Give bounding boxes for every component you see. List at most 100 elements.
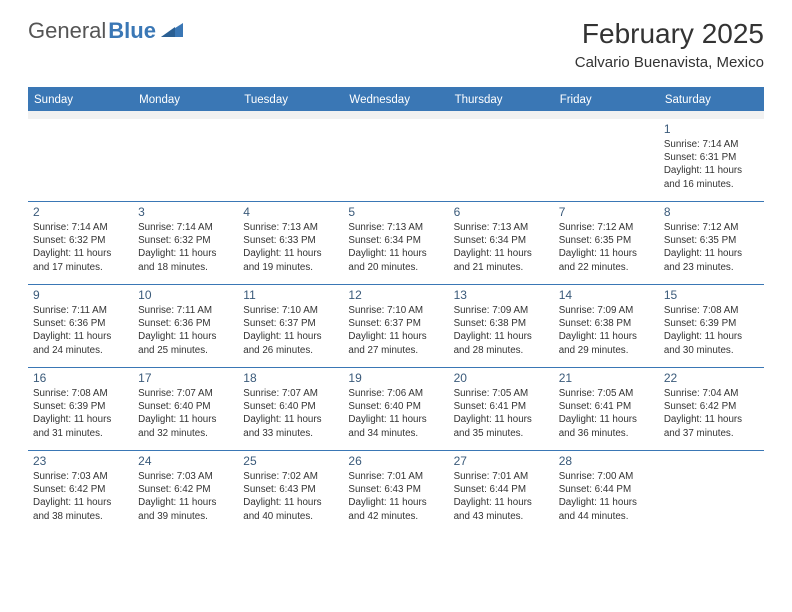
day-number: 1 bbox=[664, 122, 759, 136]
day-detail-sunset: Sunset: 6:41 PM bbox=[559, 400, 654, 413]
day-number: 24 bbox=[138, 454, 233, 468]
day-number: 8 bbox=[664, 205, 759, 219]
day-detail-sunset: Sunset: 6:36 PM bbox=[138, 317, 233, 330]
day-cell: 14Sunrise: 7:09 AMSunset: 6:38 PMDayligh… bbox=[554, 285, 659, 367]
day-detail-d1: Daylight: 11 hours bbox=[664, 413, 759, 426]
day-detail-sunrise: Sunrise: 7:11 AM bbox=[33, 304, 128, 317]
day-number: 6 bbox=[454, 205, 549, 219]
day-cell: 7Sunrise: 7:12 AMSunset: 6:35 PMDaylight… bbox=[554, 202, 659, 284]
day-detail-d2: and 18 minutes. bbox=[138, 261, 233, 274]
weekday-header: Sunday bbox=[28, 89, 133, 111]
day-detail-sunset: Sunset: 6:38 PM bbox=[454, 317, 549, 330]
day-number: 19 bbox=[348, 371, 443, 385]
day-detail-sunrise: Sunrise: 7:13 AM bbox=[454, 221, 549, 234]
day-detail-sunset: Sunset: 6:40 PM bbox=[243, 400, 338, 413]
day-detail-d1: Daylight: 11 hours bbox=[138, 413, 233, 426]
day-detail-sunset: Sunset: 6:36 PM bbox=[33, 317, 128, 330]
day-detail-sunrise: Sunrise: 7:13 AM bbox=[348, 221, 443, 234]
day-detail-sunset: Sunset: 6:32 PM bbox=[33, 234, 128, 247]
day-detail-d1: Daylight: 11 hours bbox=[664, 330, 759, 343]
day-detail-d1: Daylight: 11 hours bbox=[348, 413, 443, 426]
day-detail-d1: Daylight: 11 hours bbox=[559, 413, 654, 426]
day-cell bbox=[133, 119, 238, 201]
day-detail-sunset: Sunset: 6:33 PM bbox=[243, 234, 338, 247]
day-cell bbox=[659, 451, 764, 533]
calendar: SundayMondayTuesdayWednesdayThursdayFrid… bbox=[28, 87, 764, 533]
day-detail-sunset: Sunset: 6:42 PM bbox=[664, 400, 759, 413]
week-row: 16Sunrise: 7:08 AMSunset: 6:39 PMDayligh… bbox=[28, 367, 764, 450]
day-detail-d1: Daylight: 11 hours bbox=[243, 247, 338, 260]
day-detail-sunset: Sunset: 6:39 PM bbox=[664, 317, 759, 330]
day-detail-d1: Daylight: 11 hours bbox=[559, 247, 654, 260]
day-detail-d2: and 28 minutes. bbox=[454, 344, 549, 357]
day-cell: 27Sunrise: 7:01 AMSunset: 6:44 PMDayligh… bbox=[449, 451, 554, 533]
day-detail-sunrise: Sunrise: 7:11 AM bbox=[138, 304, 233, 317]
day-detail-d2: and 44 minutes. bbox=[559, 510, 654, 523]
day-detail-sunset: Sunset: 6:35 PM bbox=[664, 234, 759, 247]
logo: General Blue bbox=[28, 18, 183, 44]
day-detail-d1: Daylight: 11 hours bbox=[138, 247, 233, 260]
day-detail-sunrise: Sunrise: 7:12 AM bbox=[559, 221, 654, 234]
day-detail-sunset: Sunset: 6:41 PM bbox=[454, 400, 549, 413]
day-detail-d2: and 25 minutes. bbox=[138, 344, 233, 357]
day-detail-d1: Daylight: 11 hours bbox=[454, 496, 549, 509]
logo-word-2: Blue bbox=[108, 18, 156, 44]
day-detail-d2: and 19 minutes. bbox=[243, 261, 338, 274]
day-number: 20 bbox=[454, 371, 549, 385]
day-cell: 3Sunrise: 7:14 AMSunset: 6:32 PMDaylight… bbox=[133, 202, 238, 284]
day-detail-sunrise: Sunrise: 7:00 AM bbox=[559, 470, 654, 483]
day-detail-d2: and 39 minutes. bbox=[138, 510, 233, 523]
day-detail-sunset: Sunset: 6:42 PM bbox=[33, 483, 128, 496]
day-detail-d2: and 35 minutes. bbox=[454, 427, 549, 440]
day-detail-sunset: Sunset: 6:38 PM bbox=[559, 317, 654, 330]
day-number: 10 bbox=[138, 288, 233, 302]
day-detail-sunset: Sunset: 6:35 PM bbox=[559, 234, 654, 247]
day-detail-d2: and 27 minutes. bbox=[348, 344, 443, 357]
day-detail-d2: and 43 minutes. bbox=[454, 510, 549, 523]
day-detail-sunset: Sunset: 6:42 PM bbox=[138, 483, 233, 496]
day-detail-d2: and 17 minutes. bbox=[33, 261, 128, 274]
day-cell: 16Sunrise: 7:08 AMSunset: 6:39 PMDayligh… bbox=[28, 368, 133, 450]
day-detail-d1: Daylight: 11 hours bbox=[664, 164, 759, 177]
day-cell: 28Sunrise: 7:00 AMSunset: 6:44 PMDayligh… bbox=[554, 451, 659, 533]
day-detail-d1: Daylight: 11 hours bbox=[559, 496, 654, 509]
day-detail-d2: and 21 minutes. bbox=[454, 261, 549, 274]
day-cell bbox=[449, 119, 554, 201]
day-detail-d1: Daylight: 11 hours bbox=[138, 330, 233, 343]
day-number: 22 bbox=[664, 371, 759, 385]
day-detail-d2: and 42 minutes. bbox=[348, 510, 443, 523]
day-detail-d1: Daylight: 11 hours bbox=[348, 496, 443, 509]
weekday-row: SundayMondayTuesdayWednesdayThursdayFrid… bbox=[28, 89, 764, 111]
week-row: 9Sunrise: 7:11 AMSunset: 6:36 PMDaylight… bbox=[28, 284, 764, 367]
day-detail-sunset: Sunset: 6:37 PM bbox=[243, 317, 338, 330]
day-detail-sunrise: Sunrise: 7:04 AM bbox=[664, 387, 759, 400]
weekday-header: Wednesday bbox=[343, 89, 448, 111]
day-detail-sunrise: Sunrise: 7:14 AM bbox=[138, 221, 233, 234]
day-detail-d2: and 31 minutes. bbox=[33, 427, 128, 440]
day-detail-sunrise: Sunrise: 7:09 AM bbox=[559, 304, 654, 317]
week-row: 2Sunrise: 7:14 AMSunset: 6:32 PMDaylight… bbox=[28, 201, 764, 284]
day-cell: 25Sunrise: 7:02 AMSunset: 6:43 PMDayligh… bbox=[238, 451, 343, 533]
weekday-header: Monday bbox=[133, 89, 238, 111]
day-detail-sunrise: Sunrise: 7:05 AM bbox=[454, 387, 549, 400]
day-number: 11 bbox=[243, 288, 338, 302]
day-detail-d2: and 24 minutes. bbox=[33, 344, 128, 357]
day-detail-d1: Daylight: 11 hours bbox=[33, 413, 128, 426]
day-detail-d1: Daylight: 11 hours bbox=[33, 330, 128, 343]
month-title: February 2025 bbox=[575, 18, 764, 50]
day-detail-d2: and 32 minutes. bbox=[138, 427, 233, 440]
day-detail-sunset: Sunset: 6:34 PM bbox=[348, 234, 443, 247]
day-cell: 26Sunrise: 7:01 AMSunset: 6:43 PMDayligh… bbox=[343, 451, 448, 533]
week-row: 1Sunrise: 7:14 AMSunset: 6:31 PMDaylight… bbox=[28, 119, 764, 201]
day-cell: 8Sunrise: 7:12 AMSunset: 6:35 PMDaylight… bbox=[659, 202, 764, 284]
day-cell: 11Sunrise: 7:10 AMSunset: 6:37 PMDayligh… bbox=[238, 285, 343, 367]
day-detail-d1: Daylight: 11 hours bbox=[243, 413, 338, 426]
title-block: February 2025 Calvario Buenavista, Mexic… bbox=[575, 18, 764, 71]
location-label: Calvario Buenavista, Mexico bbox=[575, 54, 764, 71]
day-detail-sunrise: Sunrise: 7:06 AM bbox=[348, 387, 443, 400]
day-detail-sunrise: Sunrise: 7:07 AM bbox=[243, 387, 338, 400]
day-cell: 13Sunrise: 7:09 AMSunset: 6:38 PMDayligh… bbox=[449, 285, 554, 367]
day-number: 18 bbox=[243, 371, 338, 385]
weeks-container: 1Sunrise: 7:14 AMSunset: 6:31 PMDaylight… bbox=[28, 119, 764, 533]
day-detail-d1: Daylight: 11 hours bbox=[454, 413, 549, 426]
